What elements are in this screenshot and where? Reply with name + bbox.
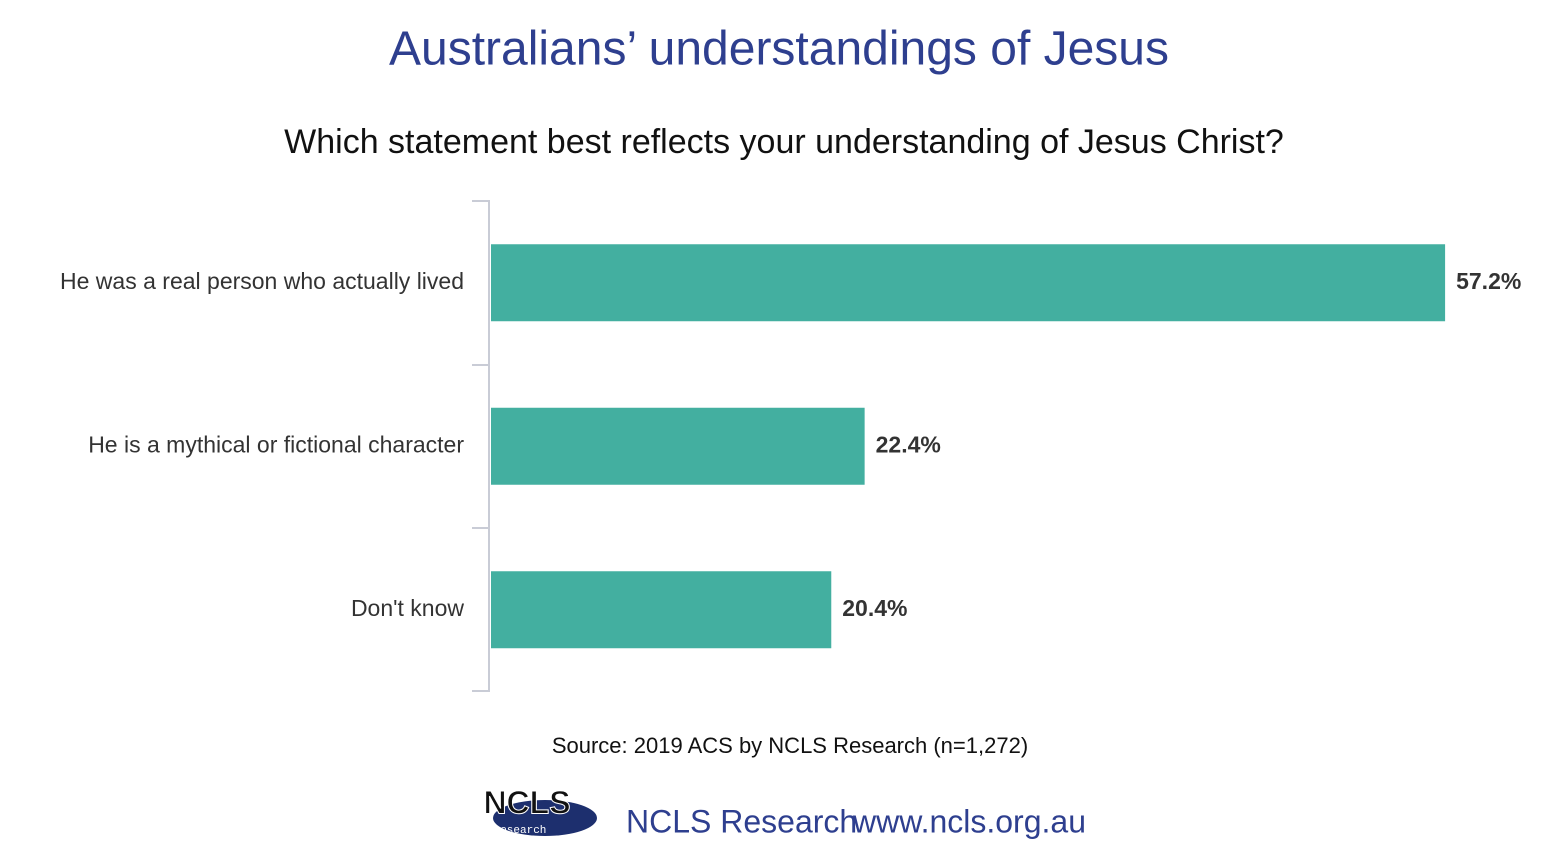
value-label: 57.2% [1456,268,1521,294]
url: www.ncls.org.au [852,803,1086,839]
chart-subtitle: Which statement best reflects your under… [284,123,1284,161]
logo-text: NCLS [483,784,570,820]
logo: NCLS research [483,784,597,837]
bar [491,244,1446,322]
source-note: Source: 2019 ACS by NCLS Research (n=1,2… [552,733,1028,758]
chart-title: Australians’ understandings of Jesus [389,23,1169,76]
value-label: 22.4% [876,431,941,457]
category-axis [472,200,490,692]
bar [491,571,832,649]
organization: NCLS Research [626,803,857,839]
category-label: He was a real person who actually lived [60,268,464,294]
category-label: Don't know [351,595,464,621]
bar [491,407,865,485]
category-label: He is a mythical or fictional character [88,431,464,457]
value-label: 20.4% [842,595,907,621]
logo-subtext: research [494,825,547,837]
logo-ellipse [493,800,597,836]
